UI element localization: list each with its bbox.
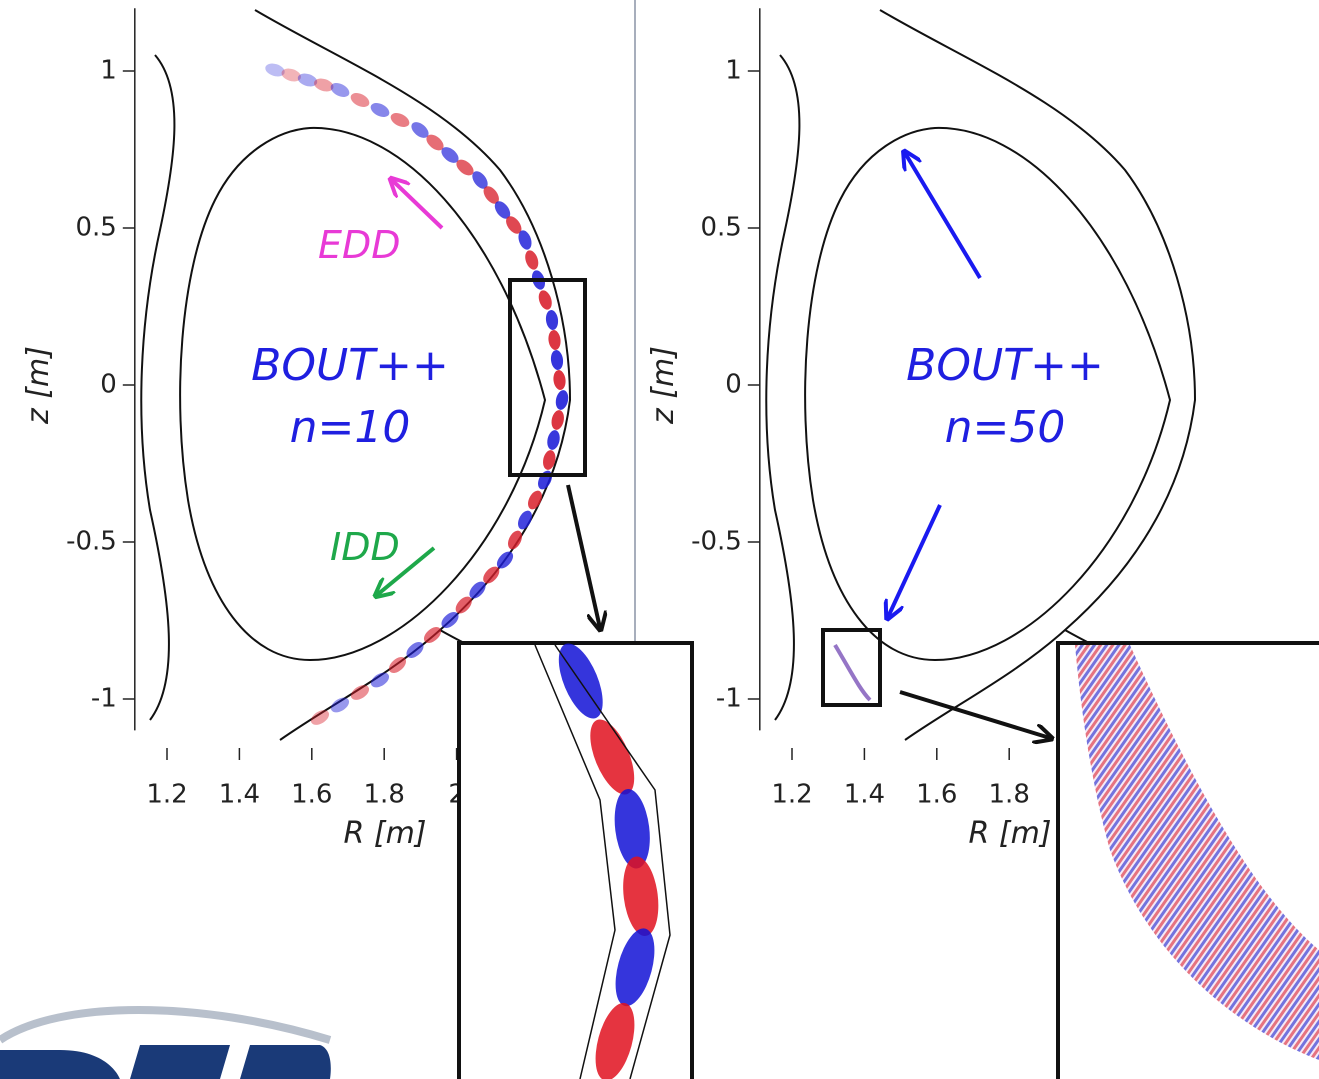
mode-blob bbox=[515, 508, 535, 531]
mode-blob bbox=[550, 409, 566, 431]
mode-streak bbox=[835, 645, 870, 700]
mode-blob bbox=[368, 670, 391, 691]
mode-blob bbox=[550, 349, 564, 370]
figure: -1-0.500.511.21.41.61.82R [m]z [m]BOUT++… bbox=[0, 0, 1319, 1079]
x-axis-label: R [m] bbox=[343, 816, 426, 851]
y-tick-label: 0.5 bbox=[75, 213, 116, 243]
x-axis-label: R [m] bbox=[968, 816, 1051, 851]
y-tick-label: -0.5 bbox=[691, 527, 742, 557]
y-tick-label: -0.5 bbox=[66, 527, 117, 557]
y-axis-label: z [m] bbox=[21, 346, 56, 425]
code-label: BOUT++ bbox=[251, 340, 449, 391]
mode-blob bbox=[505, 528, 525, 551]
mode-blob bbox=[388, 110, 411, 130]
x-tick-label: 1.2 bbox=[146, 780, 187, 810]
mode-blob bbox=[328, 695, 351, 716]
mode-blob bbox=[552, 369, 566, 390]
edd-label: EDD bbox=[318, 223, 401, 267]
x-tick-label: 1.8 bbox=[364, 780, 405, 810]
mode-blob bbox=[368, 100, 391, 120]
mode-blob bbox=[554, 389, 570, 411]
y-tick-label: 0.5 bbox=[700, 213, 741, 243]
mode-blob bbox=[523, 249, 541, 272]
y-tick-label: 1 bbox=[100, 56, 117, 86]
mode-label: n=50 bbox=[945, 402, 1066, 453]
logo-swoosh bbox=[0, 1010, 330, 1040]
mode-blob bbox=[536, 289, 554, 312]
y-tick-label: -1 bbox=[91, 684, 117, 714]
code-label: BOUT++ bbox=[906, 340, 1104, 391]
x-tick-label: 1.4 bbox=[219, 780, 260, 810]
y-tick-label: 0 bbox=[725, 370, 742, 400]
x-tick-label: 1.8 bbox=[989, 780, 1030, 810]
mode-blob bbox=[348, 682, 371, 703]
x-tick-label: 1.4 bbox=[844, 780, 885, 810]
y-tick-label: -1 bbox=[716, 684, 742, 714]
mode-blob bbox=[348, 90, 371, 110]
inset bbox=[459, 643, 692, 1079]
mode-blob bbox=[546, 429, 562, 451]
x-tick-label: 1.6 bbox=[291, 780, 332, 810]
idd-label: IDD bbox=[330, 525, 400, 569]
pointer-arrow bbox=[905, 153, 980, 278]
pointer-arrow bbox=[888, 505, 940, 617]
zoom-arrow bbox=[568, 485, 600, 628]
y-tick-label: 1 bbox=[725, 56, 742, 86]
y-axis-label: z [m] bbox=[646, 346, 681, 425]
logo bbox=[0, 1045, 331, 1079]
mode-label: n=10 bbox=[290, 402, 411, 453]
zoom-arrow bbox=[900, 692, 1050, 738]
y-tick-label: 0 bbox=[100, 370, 117, 400]
mode-blob bbox=[545, 309, 559, 330]
x-tick-label: 1.2 bbox=[771, 780, 812, 810]
mode-blob bbox=[328, 80, 351, 100]
zoom-box bbox=[823, 630, 880, 705]
x-tick-label: 1.6 bbox=[916, 780, 957, 810]
mode-blob bbox=[547, 329, 561, 350]
mode-blob bbox=[308, 707, 331, 728]
panel: -1-0.500.511.21.41.61.82R [m]z [m]BOUT++… bbox=[646, 8, 1319, 1079]
